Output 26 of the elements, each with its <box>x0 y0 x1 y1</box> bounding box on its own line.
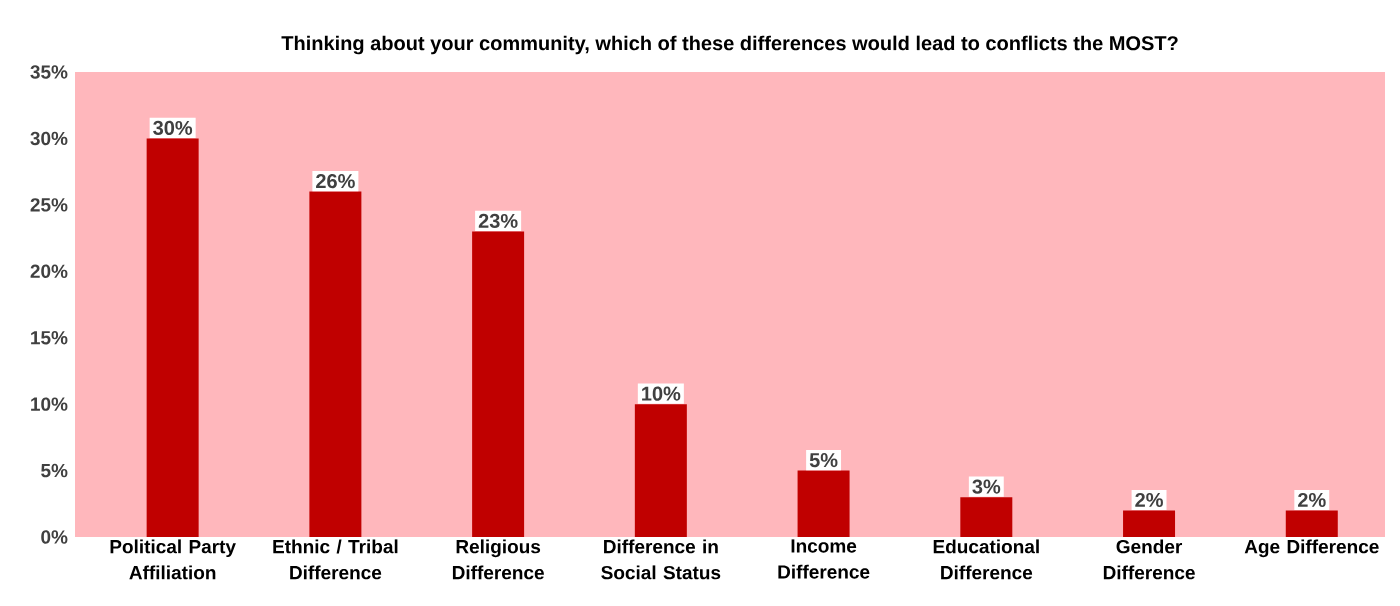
chart-title: Thinking about your community, which of these differences would lead to conflicts the MOST? <box>281 35 1178 55</box>
y-tick-label: 15% <box>31 330 68 345</box>
data-label: 23% <box>478 213 518 229</box>
x-tick-label: Political Party Affiliation <box>110 539 236 580</box>
y-tick-label: 0% <box>41 530 68 544</box>
x-tick-label: Religious Difference <box>452 539 544 580</box>
data-label: 26% <box>316 174 355 189</box>
data-label: 2% <box>1298 492 1326 508</box>
x-tick-label: Educational Difference <box>933 539 1039 580</box>
data-label: 2% <box>1135 492 1163 508</box>
data-label: 30% <box>153 120 193 136</box>
x-tick-label: Age Difference <box>1244 539 1379 558</box>
data-label: 5% <box>809 453 838 468</box>
y-tick-label: 25% <box>30 198 68 212</box>
bar <box>797 470 850 537</box>
x-tick-label: Difference in Social Status <box>601 539 721 580</box>
y-tick-label: 30% <box>30 131 68 146</box>
y-tick-label: 5% <box>41 463 68 478</box>
data-label: 10% <box>642 386 681 401</box>
y-tick-label: 10% <box>31 397 68 411</box>
x-tick-label: Ethnic / Tribal Difference <box>273 539 398 580</box>
y-tick-label: 35% <box>30 65 68 79</box>
x-tick-label: Income Difference <box>778 539 870 579</box>
data-label: 3% <box>972 479 1001 494</box>
x-tick-label: Gender Difference <box>1103 539 1195 580</box>
y-tick-label: 20% <box>30 264 68 279</box>
